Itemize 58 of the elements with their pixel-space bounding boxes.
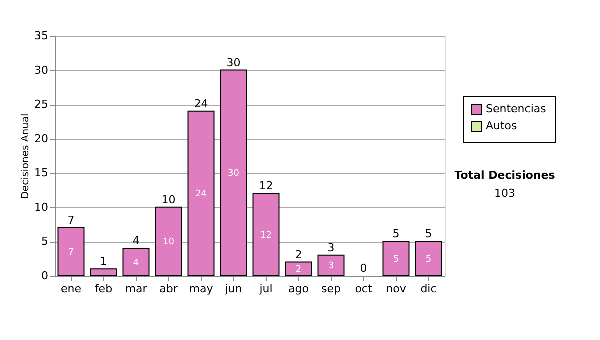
bar <box>155 206 182 276</box>
y-tick-label: 25 <box>34 98 48 112</box>
total-label: 7 <box>68 214 75 227</box>
bar <box>318 254 345 276</box>
data-label: 4 <box>133 258 140 268</box>
data-label: 7 <box>68 248 74 258</box>
bar <box>415 241 442 276</box>
x-tick-label: mar <box>125 282 148 296</box>
y-tick-label: 35 <box>34 30 48 42</box>
bar <box>122 248 150 276</box>
data-label: 12 <box>260 230 272 241</box>
total-label: 5 <box>425 228 432 241</box>
bar <box>382 241 410 276</box>
x-tick-label: jul <box>258 282 273 296</box>
data-label: 24 <box>196 190 208 200</box>
bar <box>188 110 215 276</box>
bar <box>90 268 118 276</box>
data-label: 10 <box>163 238 175 248</box>
x-tick-label: may <box>189 282 214 296</box>
total-label: 4 <box>132 234 140 248</box>
total-label: 5 <box>392 228 400 241</box>
data-label: 5 <box>426 254 432 265</box>
total-label: 3 <box>328 241 335 254</box>
x-tick-label: oct <box>355 282 373 296</box>
data-label: 5 <box>393 254 400 265</box>
x-tick-label: dic <box>420 282 437 296</box>
total-label: 0 <box>360 262 368 275</box>
bar <box>220 70 248 276</box>
bar <box>58 228 85 276</box>
bar <box>285 262 312 276</box>
bar <box>252 193 280 276</box>
text: Total Decisiones <box>454 169 556 182</box>
x-tick-label: nov <box>386 282 407 296</box>
total-label: 24 <box>194 97 208 110</box>
y-axis-title: Decisiones Anual <box>20 114 32 200</box>
x-tick-label: ene <box>60 282 82 296</box>
data-label: 30 <box>228 169 240 180</box>
legend-label: Autos <box>486 120 518 132</box>
x-tick-label: jun <box>224 282 242 296</box>
total-label: 10 <box>162 193 176 206</box>
y-tick-label: 5 <box>42 235 48 248</box>
total-label: 1 <box>100 255 108 268</box>
total-label: 30 <box>226 56 241 70</box>
x-tick-label: sep <box>322 282 342 296</box>
x-tick-label: feb <box>94 282 113 296</box>
legend-label: Sentencias <box>486 102 547 116</box>
text: 103 <box>494 187 516 200</box>
y-tick-label: 20 <box>34 132 48 146</box>
data-label: 3 <box>328 262 334 272</box>
total-label: 12 <box>259 180 274 193</box>
y-tick-label: 10 <box>34 200 48 214</box>
x-tick-label: abr <box>160 282 178 296</box>
y-tick-label: 15 <box>34 166 48 180</box>
x-tick-label: ago <box>288 282 310 296</box>
y-tick-label: 30 <box>34 64 48 77</box>
y-tick-label: 0 <box>42 270 48 282</box>
total-label: 2 <box>295 248 302 262</box>
data-label: 2 <box>296 265 302 276</box>
